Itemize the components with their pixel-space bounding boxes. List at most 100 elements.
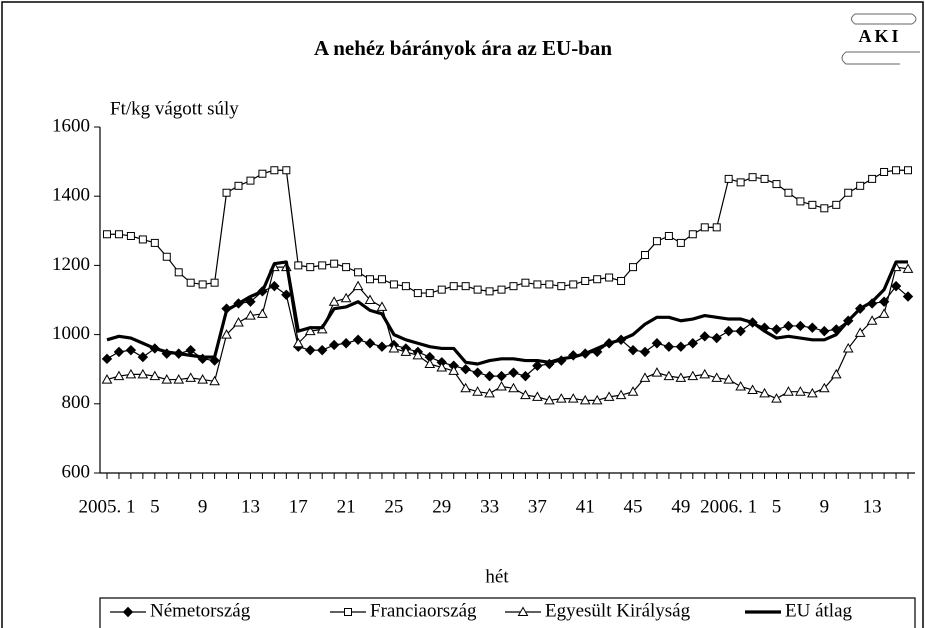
marker — [185, 372, 197, 382]
marker — [639, 372, 651, 382]
marker — [425, 289, 434, 298]
legend-label: Franciaország — [370, 600, 477, 621]
legend-label: Németország — [150, 600, 251, 621]
marker — [305, 344, 316, 356]
marker — [808, 200, 817, 209]
marker — [460, 382, 472, 393]
marker — [161, 374, 173, 384]
marker — [292, 337, 304, 348]
marker — [340, 338, 352, 349]
marker — [880, 167, 889, 176]
marker — [555, 393, 567, 403]
marker — [412, 349, 424, 360]
marker — [137, 351, 149, 363]
marker — [640, 251, 649, 260]
line — [106, 260, 908, 366]
marker — [352, 280, 364, 291]
legend-item: EU átlag — [745, 600, 853, 621]
marker — [545, 280, 554, 289]
x-tick-label: 9 — [198, 496, 208, 517]
marker — [209, 355, 220, 366]
logo-scroll — [841, 51, 900, 65]
marker — [699, 368, 711, 379]
marker — [174, 268, 183, 277]
marker — [448, 365, 460, 375]
x-tick-label: 2005. 1 — [79, 496, 136, 517]
marker — [675, 372, 687, 382]
marker — [173, 374, 185, 384]
marker — [711, 332, 722, 344]
marker — [533, 280, 542, 289]
x-tick-label: 49 — [671, 496, 690, 517]
marker — [567, 393, 579, 403]
marker — [509, 282, 518, 291]
marker — [687, 338, 699, 349]
marker — [712, 223, 721, 232]
marker — [747, 384, 758, 394]
marker — [377, 275, 386, 284]
marker — [364, 294, 376, 304]
y-tick-label: 800 — [62, 392, 91, 413]
y-tick-label: 1600 — [52, 115, 90, 136]
marker — [724, 174, 733, 183]
marker — [401, 282, 410, 291]
marker — [149, 370, 161, 381]
marker — [902, 263, 914, 273]
marker — [783, 386, 794, 396]
marker — [269, 280, 280, 292]
marker — [663, 370, 675, 381]
marker — [830, 368, 842, 379]
marker — [233, 316, 244, 327]
marker — [771, 393, 782, 403]
marker — [842, 342, 854, 353]
marker — [593, 275, 602, 284]
x-tick-label: 9 — [820, 496, 830, 517]
x-tick-label: 13 — [241, 496, 260, 517]
x-tick-label: 21 — [337, 496, 356, 517]
marker — [557, 282, 566, 291]
marker — [627, 344, 639, 356]
marker — [376, 301, 388, 311]
x-tick-label: 25 — [384, 496, 403, 517]
marker — [485, 287, 494, 296]
marker — [103, 230, 111, 239]
legend-item: Egyesült Királyság — [505, 600, 691, 621]
logo-scroll — [851, 13, 917, 25]
marker — [603, 391, 615, 401]
x-tick-label: 45 — [624, 496, 643, 517]
marker — [413, 289, 422, 298]
marker — [234, 181, 243, 190]
marker — [150, 238, 159, 247]
marker — [484, 370, 495, 382]
marker — [198, 280, 207, 289]
x-tick-label: 17 — [289, 496, 308, 517]
marker — [437, 285, 446, 294]
marker — [257, 308, 268, 318]
marker — [532, 391, 543, 401]
marker — [306, 263, 315, 272]
marker — [245, 310, 256, 320]
marker — [699, 331, 710, 342]
series — [106, 260, 908, 366]
marker — [844, 188, 853, 197]
marker — [902, 291, 914, 302]
marker — [162, 252, 171, 261]
marker — [330, 259, 339, 268]
marker — [735, 325, 746, 337]
marker — [246, 176, 255, 185]
marker — [186, 278, 195, 287]
marker — [892, 166, 901, 175]
marker — [617, 276, 626, 285]
marker — [820, 204, 829, 213]
marker — [484, 387, 495, 398]
marker — [328, 339, 340, 351]
marker — [736, 178, 745, 187]
marker — [125, 344, 137, 356]
marker — [364, 338, 376, 349]
marker — [723, 374, 735, 384]
legend-item: Franciaország — [330, 600, 477, 621]
marker — [328, 296, 340, 306]
x-tick-label: 5 — [772, 496, 782, 517]
marker — [579, 394, 591, 405]
